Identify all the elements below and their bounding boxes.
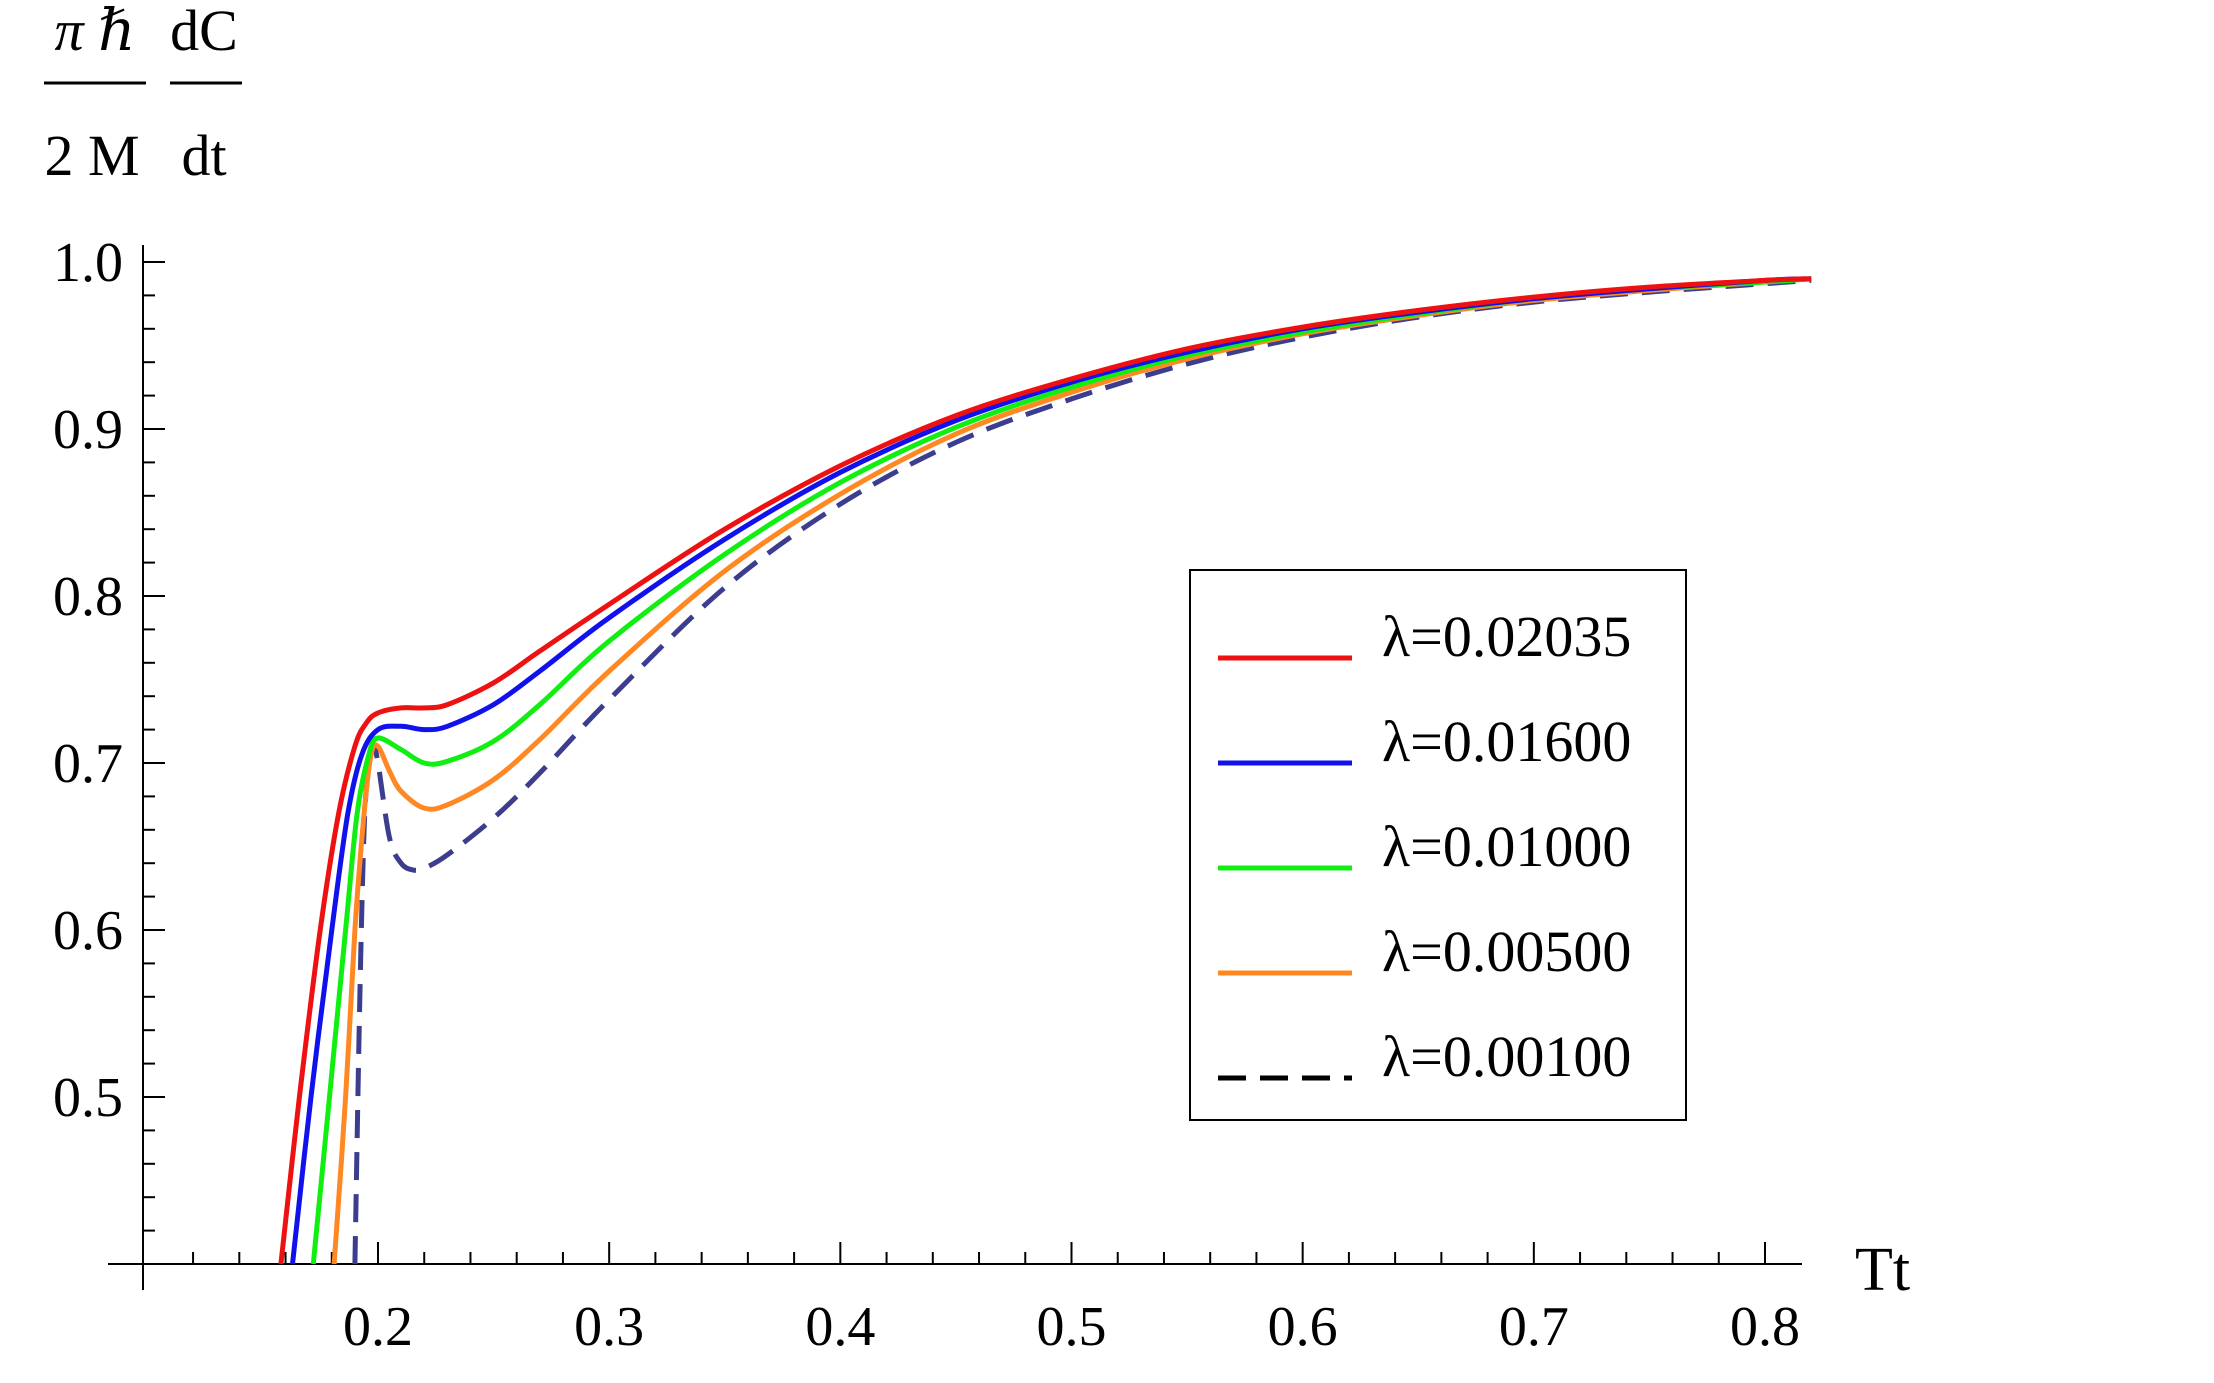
y-tick-label: 0.5 — [53, 1067, 123, 1129]
legend-label-1: λ=0.02035 — [1382, 604, 1631, 669]
legend-label-2: λ=0.01600 — [1382, 709, 1631, 774]
y-label-denominator-right: dt — [181, 123, 226, 188]
x-tick-label: 0.8 — [1730, 1296, 1800, 1358]
curves — [278, 276, 1812, 1265]
legend-label-4: λ=0.00500 — [1382, 919, 1631, 984]
x-tick-label: 0.4 — [805, 1296, 875, 1358]
axes — [108, 245, 1802, 1290]
y-tick-label: 0.9 — [53, 399, 123, 461]
x-tick-label: 0.5 — [1037, 1296, 1107, 1358]
x-tick-label: 0.6 — [1268, 1296, 1338, 1358]
legend: λ=0.02035 λ=0.01600 λ=0.01000 λ=0.00500 λ=0.… — [1189, 569, 1687, 1121]
y-tick-label: 0.6 — [53, 900, 123, 962]
y-label-numerator-left: π ℏ — [55, 0, 136, 63]
series-line-1 — [278, 276, 1812, 1265]
y-tick-label: 0.7 — [53, 733, 123, 795]
legend-label-3: λ=0.01000 — [1382, 814, 1631, 879]
x-axis-label: Tt — [1855, 1236, 1910, 1304]
x-tick-label: 0.2 — [343, 1296, 413, 1358]
y-label-denominator-left: 2 M — [44, 123, 139, 188]
ticks: 0.2 0.3 0.4 0.5 0.6 0.7 0.8 0.5 0.6 0.7 0.8 0.9 1.0 — [53, 232, 1800, 1358]
x-tick-label: 0.7 — [1499, 1296, 1569, 1358]
y-tick-label: 0.8 — [53, 566, 123, 628]
y-label-numerator-right: dC — [170, 0, 238, 63]
legend-box — [1189, 569, 1687, 1121]
y-tick-label: 1.0 — [53, 232, 123, 294]
y-axis-label: π ℏ 2 M dC dt — [44, 0, 242, 188]
legend-label-5: λ=0.00100 — [1382, 1024, 1631, 1089]
x-tick-label: 0.3 — [574, 1296, 644, 1358]
